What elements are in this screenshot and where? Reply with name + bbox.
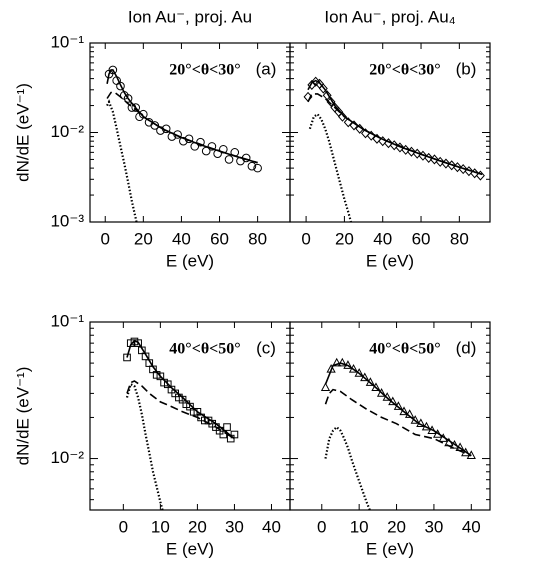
panel-label: (d) bbox=[456, 338, 477, 357]
data-point bbox=[179, 136, 188, 146]
y-axis-label: dN/dE (eV⁻¹) bbox=[13, 83, 32, 182]
y-tick-label: 10⁻¹ bbox=[50, 311, 84, 330]
plot-frame bbox=[289, 321, 491, 511]
data-point bbox=[311, 76, 321, 87]
curve bbox=[106, 99, 138, 222]
data-point bbox=[307, 79, 317, 90]
plot-area bbox=[320, 357, 476, 510]
x-tick-label: 20 bbox=[335, 229, 354, 248]
curve bbox=[324, 362, 472, 457]
y-tick-label: 10⁻³ bbox=[50, 211, 84, 230]
curve bbox=[125, 382, 164, 510]
x-axis-label: E (eV) bbox=[166, 539, 214, 558]
panel-label: (c) bbox=[256, 338, 276, 357]
plot-area bbox=[104, 65, 262, 222]
panel: 0 10 20 30 40 10⁻² 10⁻¹ E (eV) dN/dE (eV⁻¹) 40°<θ… bbox=[13, 311, 291, 558]
curve bbox=[126, 380, 235, 440]
column-title: Ion Au⁻, proj. Au bbox=[128, 7, 252, 26]
data-point bbox=[224, 155, 234, 164]
data-point bbox=[223, 423, 231, 431]
x-axis-label: E (eV) bbox=[366, 251, 414, 270]
data-point bbox=[253, 163, 262, 173]
x-tick-label: 40 bbox=[262, 517, 281, 536]
data-point bbox=[108, 65, 118, 75]
x-tick-label: 10 bbox=[350, 517, 369, 536]
x-tick-label: 20 bbox=[134, 229, 153, 248]
annotation: 40°<θ<50° bbox=[169, 341, 240, 358]
data-point bbox=[475, 170, 485, 181]
data-point bbox=[449, 439, 460, 449]
annotation: 20°<θ<30° bbox=[369, 62, 440, 79]
x-axis-label: E (eV) bbox=[166, 251, 214, 270]
plot-area bbox=[123, 337, 239, 510]
curve bbox=[324, 425, 371, 510]
data-point bbox=[338, 111, 347, 122]
column-title: Ion Au⁻, proj. Au₄ bbox=[324, 7, 455, 26]
curve bbox=[308, 112, 353, 222]
data-point bbox=[318, 83, 328, 94]
data-point bbox=[131, 103, 141, 112]
x-tick-label: 40 bbox=[172, 229, 191, 248]
data-point bbox=[332, 357, 342, 367]
panel: 0 10 20 30 40 E (eV) 40°<θ<50° (d) bbox=[289, 321, 491, 558]
panel-label: (a) bbox=[256, 59, 277, 78]
y-tick-label: 10⁻² bbox=[50, 448, 84, 467]
y-tick-label: 10⁻² bbox=[50, 122, 84, 141]
x-tick-label: 30 bbox=[225, 517, 244, 536]
plot-area bbox=[303, 76, 485, 222]
x-tick-label: 60 bbox=[210, 229, 229, 248]
x-tick-label: 0 bbox=[301, 229, 310, 248]
x-tick-label: 20 bbox=[387, 517, 406, 536]
y-axis-label: dN/dE (eV⁻¹) bbox=[13, 367, 32, 466]
x-tick-label: 40 bbox=[462, 517, 481, 536]
panel: 0 20 40 60 80 10⁻³ 10⁻² 10⁻¹ Ion Au⁻, proj. Au E … bbox=[13, 7, 291, 270]
x-tick-label: 10 bbox=[151, 517, 170, 536]
x-axis-label: E (eV) bbox=[366, 539, 414, 558]
x-tick-label: 0 bbox=[119, 517, 128, 536]
x-tick-label: 0 bbox=[317, 517, 326, 536]
data-point bbox=[123, 353, 131, 362]
x-tick-label: 20 bbox=[188, 517, 207, 536]
panel-label: (b) bbox=[456, 59, 477, 78]
panel: 0 20 40 60 80 Ion Au⁻, proj. Au₄ E (eV) 20°<θ<3… bbox=[289, 7, 491, 270]
data-point bbox=[134, 339, 142, 347]
data-point bbox=[376, 388, 387, 397]
annotation: 20°<θ<30° bbox=[169, 62, 240, 79]
data-point bbox=[247, 161, 257, 171]
curve bbox=[126, 339, 235, 440]
data-point bbox=[355, 123, 365, 134]
x-tick-label: 60 bbox=[412, 229, 431, 248]
x-tick-label: 80 bbox=[450, 229, 469, 248]
data-point bbox=[116, 81, 125, 91]
data-point bbox=[123, 94, 133, 103]
x-tick-label: 80 bbox=[248, 229, 267, 248]
data-point bbox=[196, 137, 205, 147]
annotation: 40°<θ<50° bbox=[369, 341, 440, 358]
curve bbox=[106, 91, 258, 164]
x-tick-label: 30 bbox=[424, 517, 443, 536]
curve bbox=[307, 93, 483, 176]
x-tick-label: 40 bbox=[373, 229, 392, 248]
x-tick-label: 0 bbox=[101, 229, 110, 248]
data-point bbox=[150, 121, 160, 130]
data-point bbox=[320, 382, 331, 392]
data-point bbox=[326, 96, 336, 107]
curve bbox=[324, 388, 472, 457]
y-tick-label: 10⁻¹ bbox=[50, 32, 84, 51]
